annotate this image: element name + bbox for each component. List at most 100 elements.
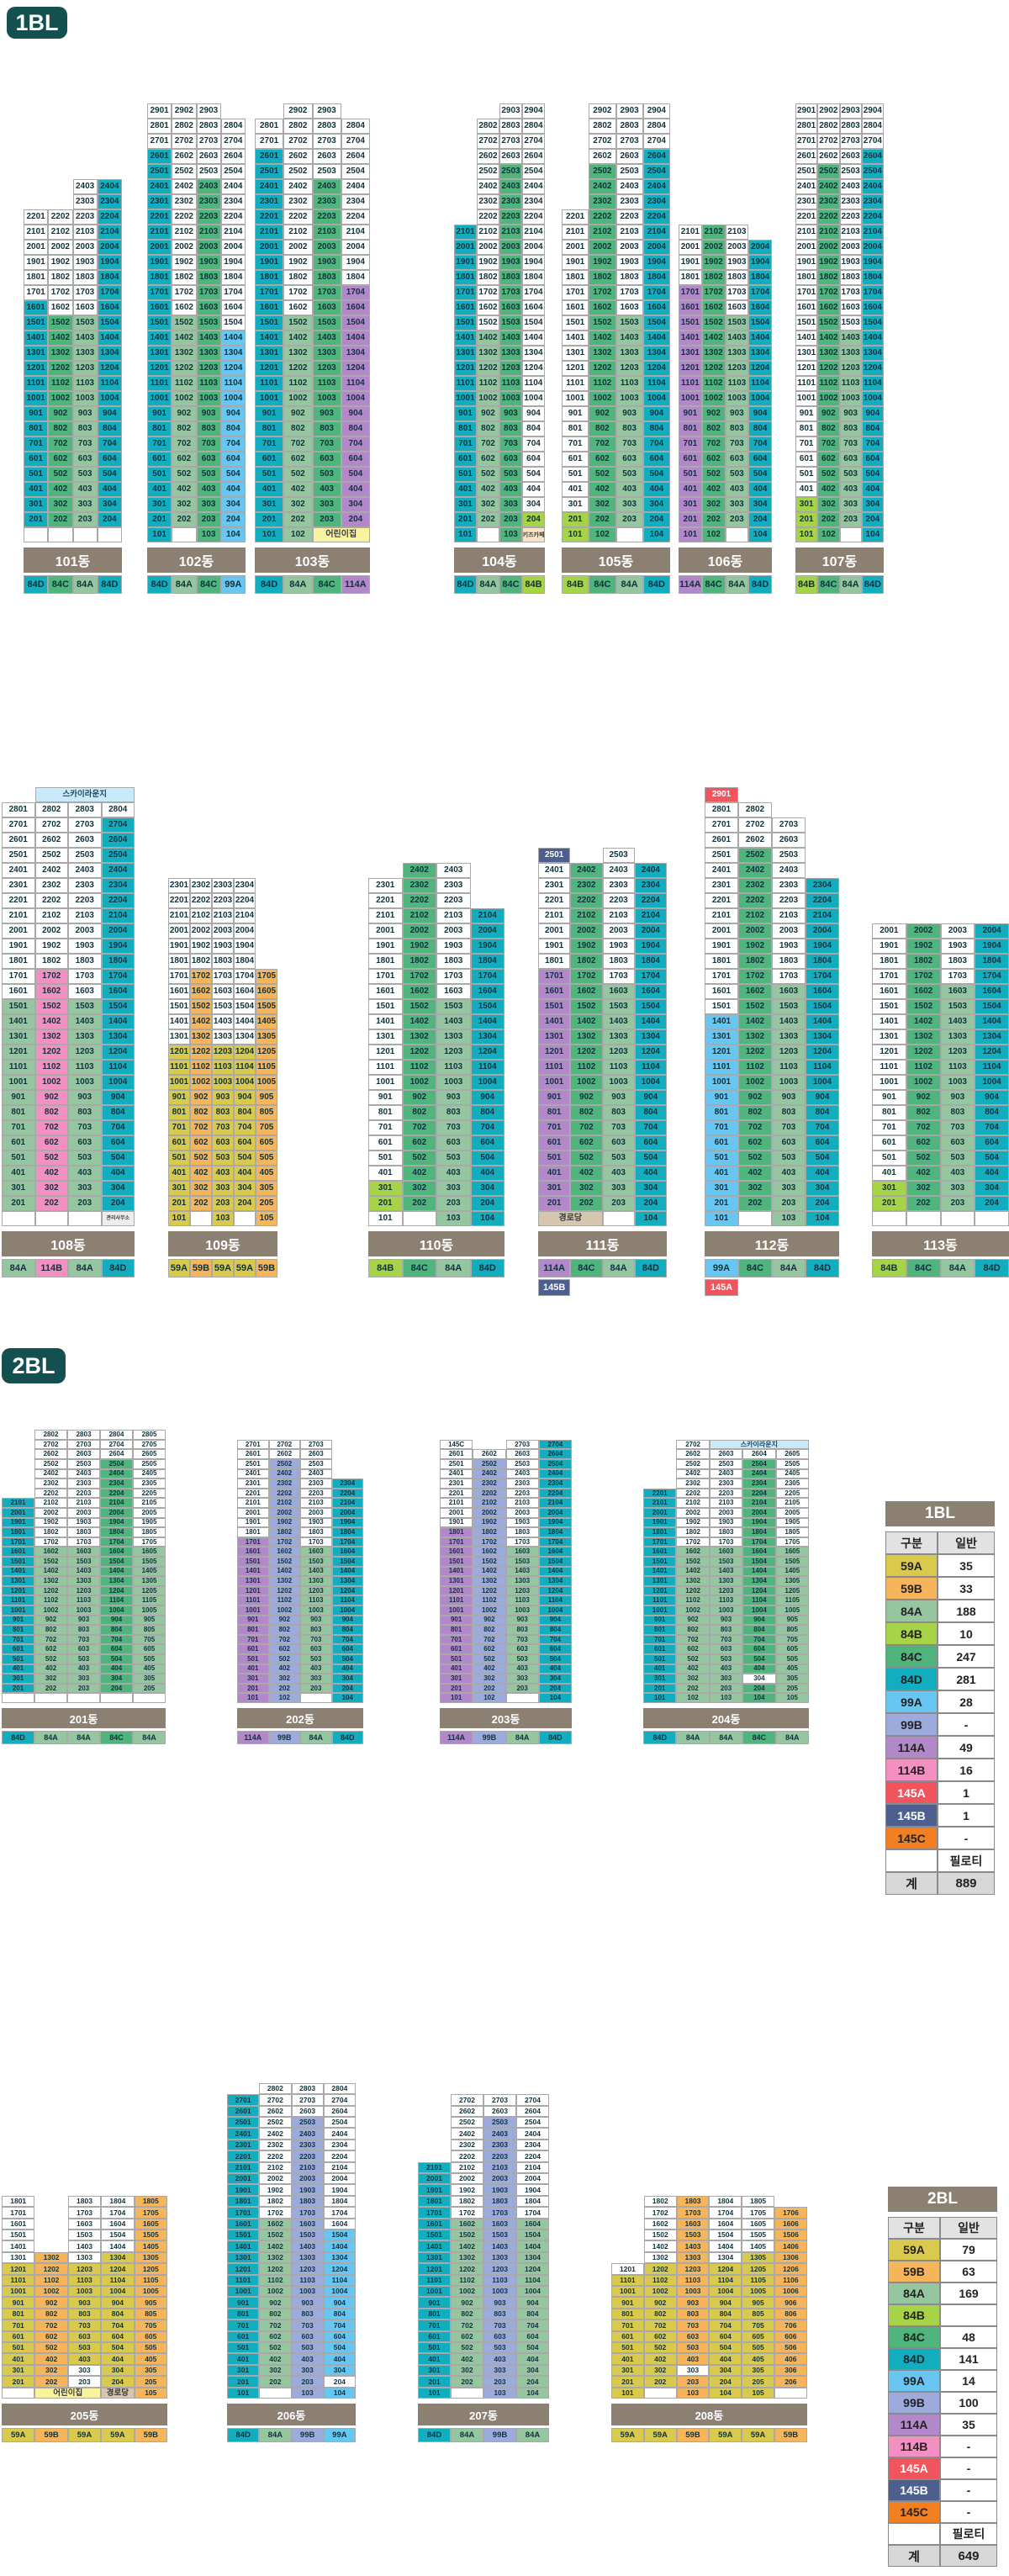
unit-cell: 1102 — [172, 376, 197, 391]
legend-type-key: 145C — [885, 1827, 938, 1849]
unit-cell: 2101 — [168, 908, 190, 923]
pilotis-cell — [172, 527, 197, 542]
unit-cell: 1503 — [67, 2230, 102, 2241]
unit-cell: 2004 — [538, 1508, 572, 1518]
unit-cell: 2503 — [312, 164, 341, 179]
type-label: 114B — [34, 1259, 68, 1277]
unit-cell: 704 — [975, 1120, 1009, 1135]
unit-cell: 1701 — [562, 285, 589, 300]
unit-cell: 702 — [172, 436, 197, 452]
unit-cell: 1604 — [642, 300, 670, 315]
unit-cell: 1603 — [436, 984, 471, 999]
unit-cell: 1202 — [477, 361, 499, 376]
unit-cell: 2201 — [538, 893, 571, 908]
unit-cell: 1005 — [256, 1075, 277, 1090]
unit-cell: 2803 — [67, 1430, 100, 1440]
unit-cell: 2202 — [477, 209, 499, 225]
unit-cell: 1303 — [67, 1576, 100, 1586]
type-label: 84A — [283, 575, 313, 594]
unit-cell: 404 — [742, 1664, 776, 1674]
unit-cell: 301 — [795, 497, 818, 512]
unit-cell: 304 — [100, 1674, 133, 1684]
unit-cell: 104 — [470, 1211, 504, 1226]
unit-cell: 2302 — [589, 194, 616, 209]
unit-cell: 1301 — [2, 1576, 34, 1586]
unit-cell: 701 — [227, 2319, 260, 2331]
unit-cell: 2802 — [477, 119, 499, 134]
unit-cell: 603 — [436, 1135, 471, 1150]
unit-cell: 2301 — [705, 878, 738, 893]
unit-cell: 602 — [643, 2330, 677, 2342]
unit-cell: 1103 — [709, 1595, 743, 1605]
unit-cell: 1302 — [259, 2251, 292, 2264]
unit-cell: 304 — [101, 2364, 135, 2377]
unit-cell: 2401 — [440, 1468, 473, 1479]
unit-cell: 2303 — [709, 1478, 743, 1489]
unit-cell: 1701 — [255, 285, 284, 300]
unit-cell: 603 — [67, 2330, 102, 2342]
unit-cell: 2102 — [48, 225, 73, 240]
unit-cell: 705 — [134, 2319, 167, 2331]
unit-cell: 603 — [676, 2330, 710, 2342]
unit-cell: 2401 — [2, 863, 35, 878]
unit-cell: 1703 — [67, 2207, 102, 2219]
type-label: 84D — [147, 575, 172, 594]
unit-cell: 1704 — [516, 2207, 549, 2219]
unit-cell: 2402 — [402, 863, 436, 878]
building-label: 106동 — [679, 547, 772, 573]
unit-cell: 1705 — [775, 1537, 809, 1547]
unit-cell: 1001 — [147, 391, 172, 406]
unit-cell: 1801 — [679, 270, 702, 285]
unit-cell: 1303 — [212, 1029, 234, 1045]
unit-cell: 301 — [418, 2364, 451, 2377]
unit-cell: 302 — [34, 1674, 67, 1684]
unit-cell: 2504 — [538, 1459, 572, 1469]
unit-cell: 604 — [709, 2330, 742, 2342]
type-label: 84D — [227, 2428, 260, 2442]
unit-cell: 2804 — [220, 119, 246, 134]
unit-cell: 204 — [101, 1196, 135, 1211]
unit-cell: 802 — [473, 1625, 506, 1635]
unit-cell: 902 — [676, 1615, 710, 1626]
unit-cell: 802 — [34, 1625, 67, 1635]
type-label: 84D — [255, 575, 284, 594]
unit-cell: 2202 — [451, 2150, 483, 2162]
unit-cell: 2204 — [538, 1488, 572, 1499]
unit-cell: 305 — [133, 1674, 166, 1684]
unit-cell: 1401 — [872, 1014, 906, 1029]
unit-cell: 1703 — [499, 285, 522, 300]
unit-cell: 1603 — [196, 300, 221, 315]
unit-cell: 1902 — [477, 255, 499, 270]
unit-cell: 1702 — [906, 969, 941, 984]
unit-cell: 1901 — [705, 939, 738, 954]
unit-cell: 1604 — [101, 984, 135, 999]
unit-cell: 1703 — [436, 969, 471, 984]
unit-cell: 1201 — [872, 1045, 906, 1060]
unit-cell: 2502 — [589, 164, 616, 179]
unit-cell: 104 — [516, 2387, 549, 2399]
unit-cell: 2304 — [538, 1478, 572, 1489]
unit-cell: 1606 — [774, 2218, 807, 2230]
unit-cell: 2503 — [291, 2117, 324, 2129]
unit-cell: 201 — [440, 1683, 473, 1694]
unit-cell: 1104 — [220, 376, 246, 391]
unit-cell: 2302 — [402, 878, 436, 893]
type-label-extra: 145B — [538, 1279, 571, 1296]
unit-cell: 1504 — [642, 315, 670, 331]
unit-cell: 1804 — [331, 1527, 363, 1537]
unit-cell: 2803 — [839, 119, 862, 134]
unit-cell: 602 — [817, 452, 840, 467]
unit-cell: 1803 — [499, 270, 522, 285]
unit-cell: 1703 — [300, 1537, 332, 1547]
pilotis-cell — [24, 527, 49, 542]
unit-cell: 202 — [817, 512, 840, 527]
unit-cell: 2203 — [312, 209, 341, 225]
unit-cell: 503 — [725, 467, 749, 482]
legend-value: 16 — [938, 1759, 995, 1781]
unit-cell: 2101 — [2, 908, 35, 923]
unit-cell: 904 — [806, 1090, 839, 1105]
type-label: 84D — [418, 2428, 451, 2442]
unit-cell: 101 — [237, 1693, 269, 1703]
unit-cell: 1305 — [134, 2251, 167, 2264]
unit-cell: 1103 — [68, 1060, 102, 1075]
